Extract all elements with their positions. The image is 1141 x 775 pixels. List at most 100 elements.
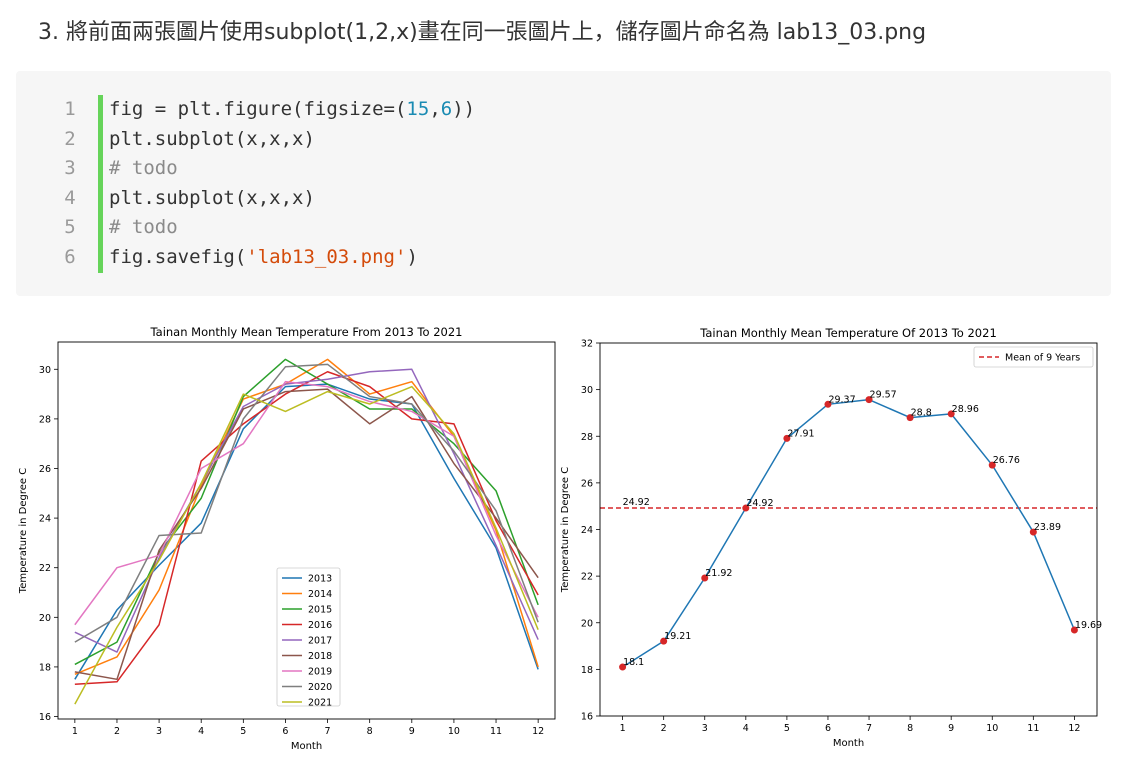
y-tick-label: 20	[39, 613, 51, 624]
code-line-number: 5	[64, 216, 76, 239]
data-point	[1070, 626, 1078, 634]
code-line-text: fig = plt.figure(figsize=(15,6))	[109, 95, 475, 125]
data-point	[824, 400, 832, 408]
x-tick-label: 1	[620, 723, 626, 734]
y-tick-label: 30	[581, 385, 593, 396]
data-label: 24.92	[746, 498, 773, 509]
data-point	[865, 396, 873, 404]
code-line-text: fig.savefig('lab13_03.png')	[109, 243, 418, 273]
x-tick-label: 9	[948, 723, 954, 734]
data-label: 23.89	[1034, 522, 1061, 533]
code-line-number: 4	[64, 186, 76, 209]
x-tick-label: 12	[1068, 723, 1080, 734]
x-tick-label: 4	[198, 726, 204, 737]
y-tick-label: 20	[581, 618, 593, 629]
x-tick-label: 5	[784, 723, 790, 734]
series-line	[74, 371, 539, 686]
chart-yearly-temperature: Tainan Monthly Mean Temperature From 201…	[18, 325, 556, 752]
data-point	[1029, 528, 1037, 536]
data-label: 28.96	[952, 404, 979, 415]
code-line-bar	[98, 95, 103, 273]
section-heading: 3. 將前面兩張圖片使用subplot(1,2,x)畫在同一張圖片上，儲存圖片命…	[38, 20, 927, 45]
x-tick-label: 12	[532, 726, 544, 737]
x-tick-label: 11	[1027, 723, 1039, 734]
y-tick-label: 28	[581, 432, 593, 443]
x-tick-label: 2	[661, 723, 667, 734]
code-line-text: # todo	[109, 154, 178, 184]
plot-frame	[599, 342, 1098, 717]
chart-title: Tainan Monthly Mean Temperature Of 2013 …	[699, 326, 997, 340]
code-token: # todo	[109, 216, 178, 239]
y-tick-label: 16	[39, 712, 51, 723]
code-token: plt.subplot(x,x,x)	[109, 127, 315, 150]
x-axis-label: Month	[291, 741, 322, 752]
data-label: 18.1	[623, 657, 644, 668]
y-tick-label: 28	[39, 414, 51, 425]
legend-entry: 2017	[308, 636, 332, 647]
plot-frame	[57, 341, 556, 720]
series-line	[74, 385, 539, 705]
data-label: 19.69	[1075, 620, 1102, 631]
x-tick-label: 5	[240, 726, 246, 737]
data-label: 27.91	[787, 428, 814, 439]
legend-entry: 2021	[308, 698, 332, 709]
y-tick-label: 30	[39, 365, 51, 376]
x-tick-label: 2	[114, 726, 120, 737]
data-point	[701, 574, 709, 582]
code-token: fig.savefig(	[109, 245, 247, 268]
data-point	[783, 434, 791, 442]
data-point	[619, 663, 627, 671]
y-tick-label: 32	[581, 339, 593, 350]
legend-entry: Mean of 9 Years	[1005, 353, 1080, 364]
y-axis-label: Temperature in Degree C	[560, 467, 571, 593]
code-line-number: 3	[64, 157, 76, 180]
legend-entry: 2014	[308, 589, 332, 600]
data-point	[742, 504, 750, 512]
y-tick-label: 24	[581, 525, 593, 536]
series-line	[622, 398, 1076, 668]
data-point	[660, 637, 668, 645]
code-token: fig = plt.figure(figsize=(	[109, 98, 407, 120]
y-tick-label: 26	[581, 478, 593, 489]
chart-mean-temperature: Tainan Monthly Mean Temperature Of 2013 …	[560, 326, 1102, 749]
y-tick-label: 16	[581, 712, 593, 723]
x-tick-label: 3	[156, 726, 162, 737]
mean-line-label: 24.92	[623, 497, 650, 508]
x-tick-label: 6	[825, 723, 831, 734]
legend-entry: 2018	[308, 651, 332, 662]
y-tick-label: 24	[39, 514, 51, 525]
code-line-number: 6	[64, 245, 76, 268]
code-line-text: plt.subplot(x,x,x)	[109, 184, 315, 214]
code-line-number: 1	[64, 98, 76, 120]
code-token: 15	[406, 98, 430, 120]
y-tick-label: 18	[39, 662, 51, 673]
code-token: # todo	[109, 157, 178, 180]
x-tick-label: 3	[702, 723, 708, 734]
data-label: 29.57	[870, 390, 897, 401]
data-label: 21.92	[705, 568, 732, 579]
data-point	[947, 410, 955, 418]
code-token: 'lab13_03.png'	[246, 245, 407, 268]
legend-entry: 2020	[308, 682, 332, 693]
chart-title: Tainan Monthly Mean Temperature From 201…	[150, 325, 463, 339]
y-tick-label: 22	[581, 572, 593, 583]
code-token: ,	[429, 98, 441, 120]
series-line	[74, 380, 539, 626]
x-tick-label: 7	[325, 726, 331, 737]
legend-entry: 2015	[308, 605, 332, 616]
y-axis-label: Temperature in Degree C	[18, 468, 29, 594]
x-tick-label: 8	[907, 723, 913, 734]
code-token: 6	[440, 98, 453, 120]
data-point	[988, 461, 996, 469]
x-tick-label: 7	[866, 723, 872, 734]
y-tick-label: 22	[39, 563, 51, 574]
data-point	[906, 414, 914, 422]
code-token: ))	[452, 98, 476, 120]
data-label: 29.37	[828, 394, 855, 405]
data-label: 28.8	[911, 408, 932, 419]
x-tick-label: 4	[743, 723, 749, 734]
code-line-text: plt.subplot(x,x,x)	[109, 125, 315, 155]
code-block[interactable]: 1 fig = plt.figure(figsize=(15,6)) 2 plt.su…	[16, 71, 1111, 296]
legend-entry: 2013	[308, 574, 332, 585]
x-tick-label: 6	[282, 726, 288, 737]
